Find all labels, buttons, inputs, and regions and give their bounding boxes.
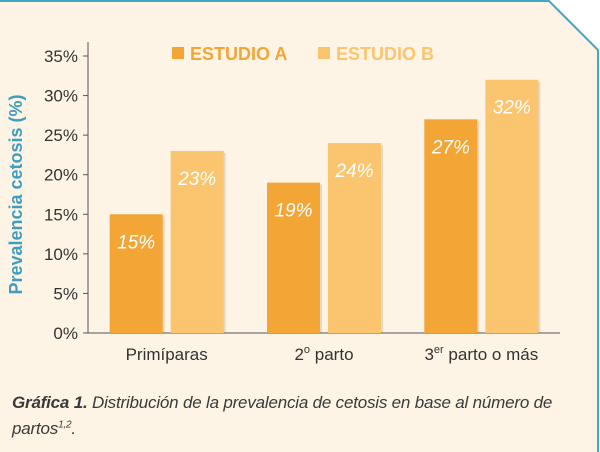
y-tick-label: 0% [53, 324, 78, 343]
bar-estudio-b [170, 150, 224, 333]
x-tick-label-main: Primíparas [126, 345, 208, 364]
x-tick-label: 2o parto [294, 344, 353, 364]
y-tick-label: 10% [44, 245, 78, 264]
caption-text: Distribución de la prevalencia de cetosi… [12, 393, 553, 438]
figure-caption: Gráfica 1. Distribución de la prevalenci… [12, 390, 572, 442]
x-tick-label: Primíparas [126, 345, 208, 364]
bar-chart: 0% 5% 10% 15% 20% 25% 30% 35% Prevalencia cetosi… [6, 42, 560, 364]
x-tick-label-main: 3 [424, 345, 433, 364]
bar-estudio-b [485, 79, 539, 333]
y-tick-label: 35% [44, 47, 78, 66]
legend-label-a: ESTUDIO A [190, 44, 287, 64]
bar-estudio-a [424, 119, 478, 333]
x-tick-label-superscript: er [434, 344, 444, 356]
bar-value-label: 24% [334, 161, 373, 182]
x-tick-label-superscript: o [304, 344, 310, 356]
caption-reference: 1,2 [58, 419, 72, 431]
x-tick-label-main: 2 [294, 345, 303, 364]
y-tick-label: 20% [44, 166, 78, 185]
bar-value-label: 15% [117, 232, 155, 253]
y-tick-label: 25% [44, 126, 78, 145]
legend-label-b: ESTUDIO B [336, 44, 434, 64]
x-tick-label-rest: parto [310, 345, 353, 364]
caption-label: Gráfica 1. [12, 393, 88, 412]
bar-value-label: 23% [177, 169, 216, 190]
x-tick-label: 3er parto o más [424, 344, 538, 364]
bar-estudio-b [328, 143, 381, 333]
y-axis-title: Prevalencia cetosis (%) [6, 94, 26, 294]
y-tick-label: 30% [44, 87, 78, 106]
caption-end: . [71, 419, 76, 438]
bar-value-label: 19% [274, 201, 312, 222]
y-tick-label: 5% [53, 284, 78, 303]
x-tick-label-rest: parto o más [444, 345, 539, 364]
y-tick-label: 15% [44, 205, 78, 224]
bar-value-label: 27% [431, 137, 470, 158]
bar-estudio-a [109, 214, 163, 333]
bar-value-label: 32% [493, 98, 531, 119]
legend-swatch-a [172, 47, 184, 59]
bar-estudio-a [267, 182, 320, 333]
legend-swatch-b [318, 47, 330, 59]
